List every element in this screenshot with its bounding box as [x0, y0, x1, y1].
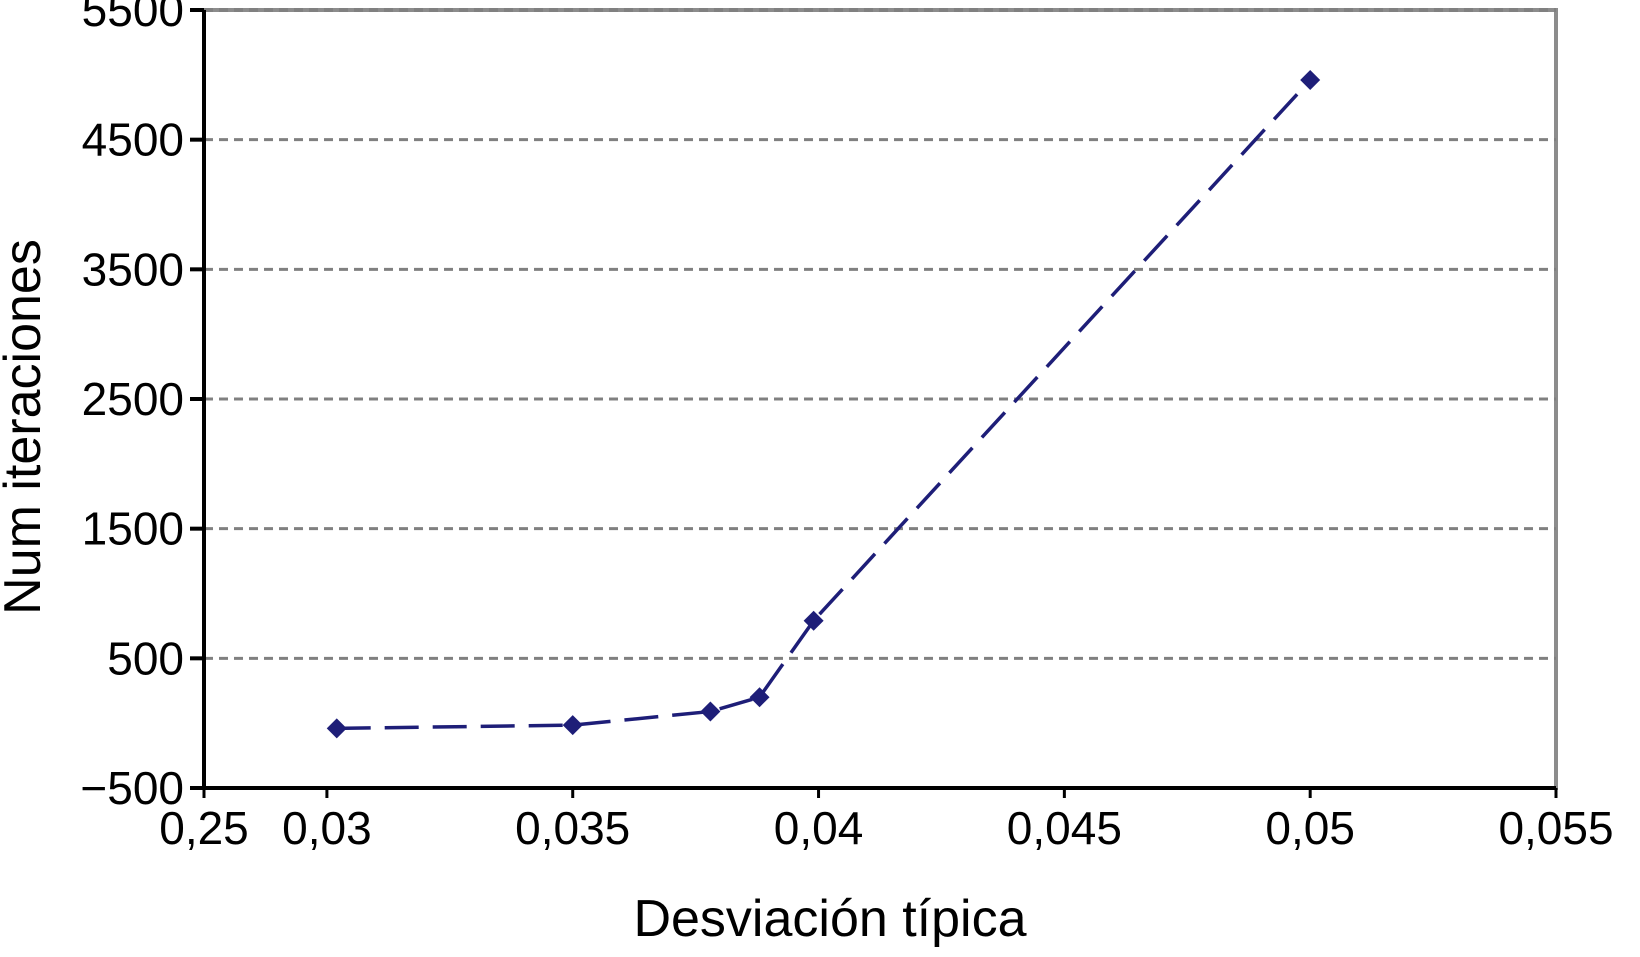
y-tick-label: −500 [80, 762, 184, 814]
y-ticks: 5500 4500 3500 2500 1500 500 −500 [80, 0, 204, 814]
data-point [1300, 70, 1321, 91]
data-point [749, 687, 770, 708]
data-point [700, 701, 721, 722]
y-tick-label: 5500 [82, 0, 184, 36]
y-tick-label: 4500 [82, 114, 184, 166]
series-line [336, 78, 1312, 731]
x-tick-label: 0,05 [1265, 802, 1355, 854]
x-tick-label: 0,03 [282, 802, 372, 854]
data-point [562, 715, 583, 736]
x-tick-label: 0,04 [774, 802, 864, 854]
x-tick-label: 0,035 [515, 802, 630, 854]
x-tick-label: 0,055 [1498, 802, 1613, 854]
y-tick-label: 2500 [82, 373, 184, 425]
x-ticks: 0,25 0,03 0,035 0,04 0,045 0,05 0,055 [159, 788, 1614, 854]
x-tick-label: 0,25 [159, 802, 249, 854]
data-point [326, 718, 347, 739]
y-axis-title: Num iteraciones [0, 239, 52, 615]
series [326, 70, 1321, 739]
x-axis-title: Desviación típica [633, 890, 1026, 948]
y-tick-label: 500 [107, 632, 184, 684]
y-tick-label: 3500 [82, 243, 184, 295]
y-tick-label: 1500 [82, 503, 184, 555]
gridlines [204, 8, 1556, 660]
x-tick-label: 0,045 [1007, 802, 1122, 854]
data-point [803, 610, 824, 631]
